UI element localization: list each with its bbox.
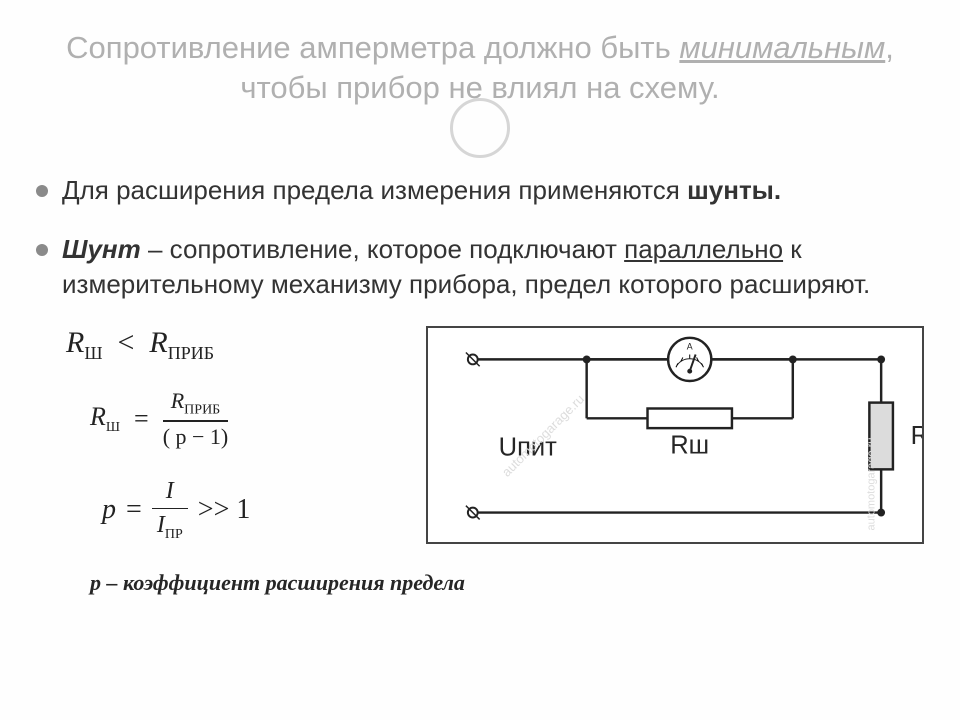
lower-row: RШ < RПРИБ RШ = RПРИБ ( p − 1) p = I	[0, 326, 960, 544]
ammeter-label: A	[687, 341, 693, 351]
circuit-diagram: automotogarage.ru automotogarage.ru	[426, 326, 924, 544]
node-icon	[583, 355, 591, 363]
label-rn: Rн	[911, 422, 922, 450]
fraction-bar	[152, 508, 188, 510]
eq: =	[126, 494, 142, 526]
bullet-dot-icon	[36, 185, 48, 197]
bullet-text-underline: параллельно	[624, 234, 783, 264]
node-icon	[877, 508, 885, 516]
resistor-rn	[869, 402, 893, 469]
denominator: ( p − 1)	[163, 424, 229, 450]
circuit-svg: A Uпит Rш Rн	[428, 328, 922, 542]
fraction: I IПР	[152, 478, 188, 543]
node-icon	[789, 355, 797, 363]
formula-p: p = I IПР >> 1	[102, 478, 396, 543]
fraction: RПРИБ ( p − 1)	[163, 388, 229, 450]
formula-rsh: RШ = RПРИБ ( p − 1)	[90, 388, 396, 450]
sym: R	[66, 326, 84, 359]
label-rsh: Rш	[670, 432, 709, 460]
numerator: I	[166, 478, 174, 505]
footnote: p – коэффициент расширения предела	[0, 544, 960, 596]
bullet-text-lead: Шунт	[62, 234, 141, 264]
sym: R	[171, 388, 184, 413]
sub: Ш	[84, 343, 102, 363]
eq: =	[134, 404, 149, 434]
formula-inequality: RШ < RПРИБ	[66, 326, 396, 364]
bullet-item: Шунт – сопротивление, которое подключают…	[36, 232, 924, 302]
sub: Ш	[106, 420, 120, 435]
slide: Сопротивление амперметра должно быть мин…	[0, 0, 960, 720]
node-icon	[877, 355, 885, 363]
sym: p	[102, 494, 116, 526]
title-emphasis: минимальным	[679, 30, 885, 65]
bullet-text: Шунт – сопротивление, которое подключают…	[62, 232, 924, 302]
sub: ПРИБ	[184, 402, 220, 417]
label-upit: Uпит	[499, 433, 557, 461]
title-part1: Сопротивление амперметра должно быть	[66, 30, 679, 65]
fraction-bar	[163, 420, 229, 422]
bullet-text-bold: шунты.	[687, 175, 781, 205]
sub: ПР	[165, 527, 183, 542]
bullet-text: Для расширения предела измерения применя…	[62, 173, 781, 208]
ammeter-pivot	[687, 369, 692, 374]
bullet-dot-icon	[36, 244, 48, 256]
resistor-rsh	[648, 408, 732, 428]
bullet-item: Для расширения предела измерения применя…	[36, 173, 924, 208]
sub: ПРИБ	[168, 343, 214, 363]
tail: >> 1	[198, 494, 251, 526]
bullet-text-plain: – сопротивление, которое подключают	[141, 234, 624, 264]
title-ring-decoration	[450, 98, 510, 158]
sym: R	[90, 402, 106, 431]
sym: I	[157, 512, 165, 538]
op: <	[118, 326, 135, 359]
bullet-text-plain: Для расширения предела измерения применя…	[62, 175, 687, 205]
sym: R	[149, 326, 167, 359]
formula-block: RШ < RПРИБ RШ = RПРИБ ( p − 1) p = I	[36, 326, 396, 543]
